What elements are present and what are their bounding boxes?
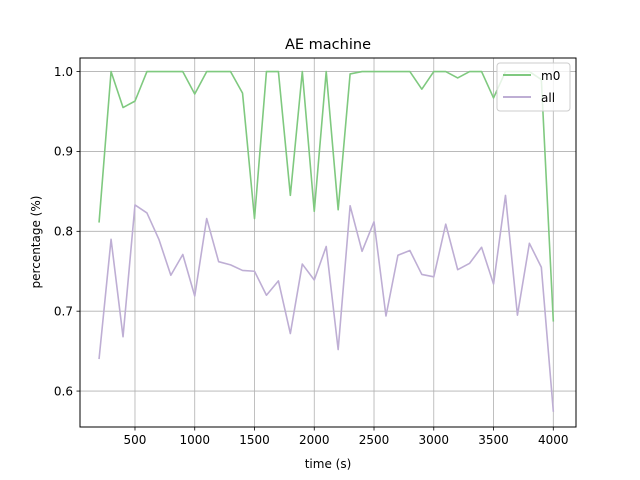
legend: m0 all (496, 62, 571, 112)
series-line-m0 (98, 70, 555, 322)
x-tick-label: 3500 (478, 433, 509, 447)
series-lines (98, 70, 555, 412)
x-axis-label: time (s) (305, 457, 352, 471)
y-tick-label: 1.0 (54, 65, 73, 79)
x-tick-label: 4000 (538, 433, 569, 447)
y-axis-label: percentage (%) (29, 196, 43, 289)
series-line-all (98, 194, 555, 412)
x-tick-label: 2000 (299, 433, 330, 447)
legend-label-m0: m0 (541, 69, 560, 83)
y-tick-label: 0.7 (54, 304, 73, 318)
y-tick-label: 0.8 (54, 225, 73, 239)
chart-title: AE machine (285, 37, 371, 53)
x-tick-label: 1000 (179, 433, 210, 447)
legend-label-all: all (541, 91, 555, 105)
x-tick-label: 1500 (239, 433, 270, 447)
y-axis-ticks: 0.6 0.7 0.8 0.9 1.0 (54, 65, 80, 398)
y-tick-label: 0.9 (54, 145, 73, 159)
x-tick-label: 500 (124, 433, 147, 447)
plot-area-frame (79, 57, 577, 428)
x-axis-ticks: 500 1000 1500 2000 2500 3000 3500 4000 (124, 427, 569, 447)
x-tick-label: 2500 (359, 433, 390, 447)
grid (80, 58, 576, 427)
y-tick-label: 0.6 (54, 384, 73, 398)
x-tick-label: 3000 (419, 433, 450, 447)
